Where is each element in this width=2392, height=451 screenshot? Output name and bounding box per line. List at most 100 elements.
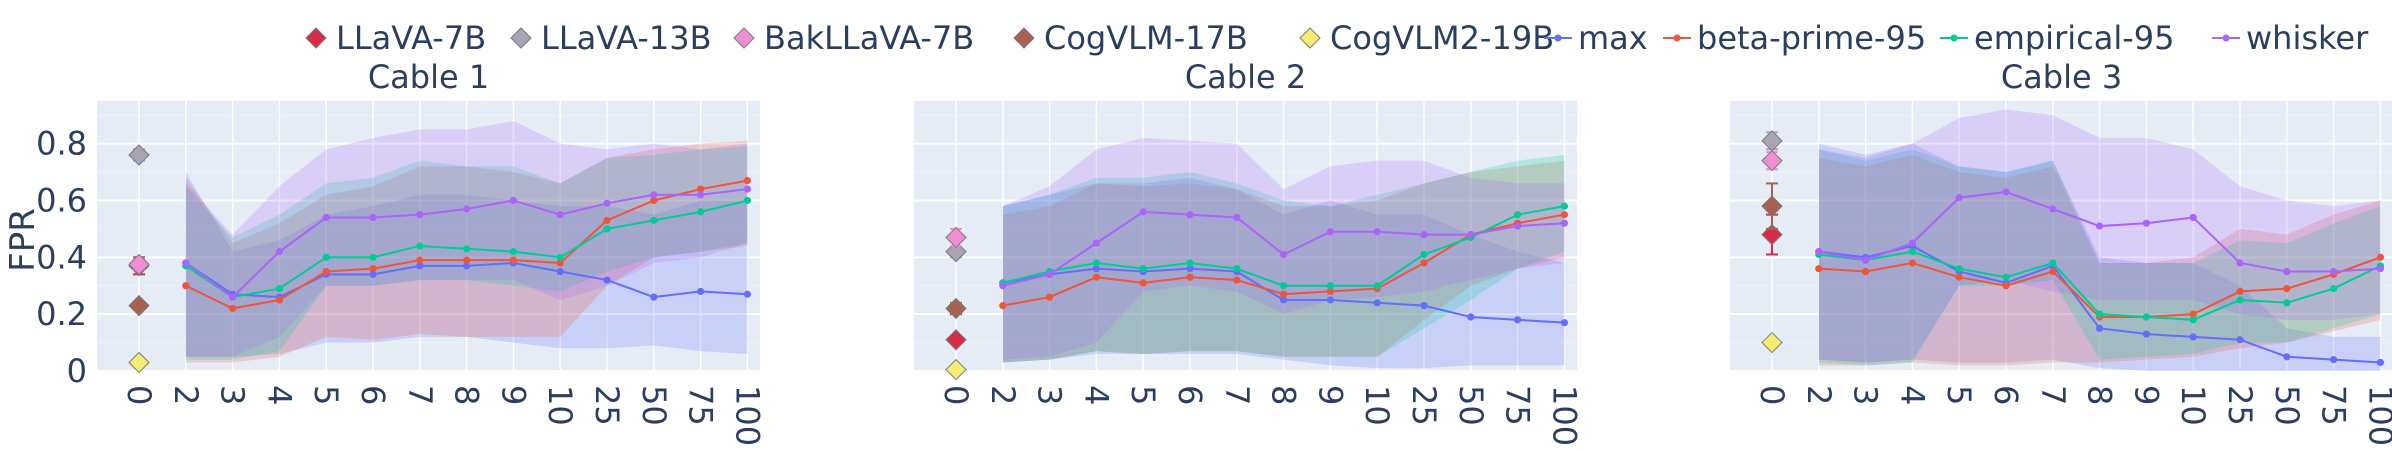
x-tick-label: 2 — [984, 385, 1022, 405]
x-tick-label: 6 — [1987, 385, 2025, 405]
x-tick-label: 4 — [1077, 385, 1115, 405]
point-empirical-95 — [1233, 265, 1241, 273]
point-beta-prime-95 — [1420, 259, 1428, 267]
x-tick-label: 10 — [541, 385, 579, 426]
point-max — [1326, 296, 1334, 304]
y-tick-label: 0.4 — [36, 238, 87, 276]
x-tick-label: 50 — [635, 385, 673, 426]
point-max — [697, 287, 705, 296]
point-empirical-95 — [2189, 316, 2197, 324]
x-tick-label: 4 — [260, 385, 298, 405]
panel-title: Cable 1 — [368, 58, 489, 96]
legend-label: LLaVA-13B — [541, 19, 712, 57]
x-tick-label: 7 — [401, 385, 439, 405]
point-empirical-95 — [556, 253, 564, 261]
x-tick-label: 100 — [1545, 385, 1583, 446]
legend-label: max — [1578, 19, 1648, 57]
point-beta-prime-95 — [2189, 310, 2197, 318]
legend-dot-icon — [1554, 34, 1562, 42]
x-tick-label: 50 — [1452, 385, 1490, 426]
point-whisker — [1815, 248, 1823, 256]
legend-item-bakllava-7b[interactable]: BakLLaVA-7B — [733, 19, 974, 57]
point-empirical-95 — [2236, 296, 2244, 304]
point-beta-prime-95 — [463, 256, 471, 264]
panel-cable-2: Cable 2 0 2 3 4 5 6 7 8 9 10 25 50 75 100 — [914, 58, 1583, 446]
point-max — [1280, 296, 1288, 304]
point-whisker — [322, 213, 330, 222]
x-tick-label: 0 — [1753, 385, 1791, 405]
legend-item-llava-7b[interactable]: LLaVA-7B — [305, 19, 486, 57]
point-whisker — [743, 185, 752, 193]
point-empirical-95 — [463, 245, 471, 253]
point-beta-prime-95 — [2283, 284, 2291, 293]
point-whisker — [556, 211, 564, 219]
plot-background — [1730, 101, 2392, 371]
y-tick-label: 0.2 — [36, 295, 87, 333]
band-max — [1002, 177, 1565, 369]
legend-item-whisker[interactable]: whisker — [2212, 19, 2369, 57]
legend-label: CogVLM-17B — [1044, 19, 1248, 57]
point-max — [2189, 333, 2197, 341]
x-tick-label: 75 — [1499, 385, 1537, 426]
point-beta-prime-95 — [1233, 276, 1241, 284]
point-whisker — [999, 282, 1007, 290]
panels: Cable 100.20.40.60.80 2 3 4 5 6 7 8 9 10 25 50 75 100… — [36, 58, 2392, 446]
point-whisker — [1467, 230, 1475, 239]
point-empirical-95 — [1560, 202, 1568, 210]
x-tick-label: 25 — [1405, 385, 1443, 426]
point-empirical-95 — [1326, 282, 1334, 290]
model-point-bakllava-7b — [1761, 149, 1783, 172]
plot-background — [914, 101, 1577, 371]
x-tick-label: 25 — [2221, 385, 2259, 426]
point-beta-prime-95 — [999, 302, 1007, 310]
x-tick-label: 8 — [2081, 385, 2119, 405]
model-point-bakllava-7b — [945, 226, 967, 249]
legend-item-max[interactable]: max — [1544, 19, 1648, 57]
legend-label: CogVLM2-19B — [1330, 19, 1554, 57]
point-max — [2283, 353, 2291, 361]
model-point-cogvlm2-19b — [1761, 331, 1783, 354]
point-max — [1467, 313, 1475, 321]
legend-item-llava-13b[interactable]: LLaVA-13B — [510, 19, 712, 57]
point-whisker — [2236, 259, 2244, 267]
point-max — [1560, 319, 1568, 327]
x-tick-label: 0 — [937, 385, 975, 405]
point-empirical-95 — [2283, 299, 2291, 307]
point-whisker — [1233, 213, 1241, 222]
model-point-llava-7b — [945, 329, 967, 351]
band-whisker — [185, 120, 748, 357]
model-point-cogvlm2-19b — [945, 358, 967, 381]
point-beta-prime-95 — [2376, 253, 2384, 261]
panel-title: Cable 2 — [1185, 58, 1306, 96]
point-empirical-95 — [1092, 259, 1100, 267]
panel-title: Cable 3 — [2001, 58, 2122, 96]
point-empirical-95 — [2049, 259, 2057, 267]
x-tick-label: 5 — [1124, 385, 1162, 405]
legend-item-empirical-95[interactable]: empirical-95 — [1940, 19, 2174, 57]
legend-item-cogvlm2-19b[interactable]: CogVLM2-19B — [1299, 19, 1554, 57]
point-whisker — [1373, 228, 1381, 236]
point-beta-prime-95 — [182, 282, 190, 290]
x-tick-label: 8 — [1265, 385, 1303, 405]
point-beta-prime-95 — [1186, 273, 1194, 281]
point-beta-prime-95 — [229, 304, 237, 313]
point-whisker — [1046, 270, 1054, 278]
point-whisker — [2096, 222, 2104, 230]
legend-item-cogvlm-17b[interactable]: CogVLM-17B — [1013, 19, 1248, 57]
point-beta-prime-95 — [1092, 273, 1100, 281]
point-empirical-95 — [603, 225, 611, 233]
point-empirical-95 — [650, 216, 658, 224]
point-empirical-95 — [1186, 259, 1194, 267]
point-whisker — [2330, 267, 2338, 276]
point-beta-prime-95 — [603, 216, 611, 224]
legend-item-beta-prime-95[interactable]: beta-prime-95 — [1663, 19, 1926, 57]
legend-label: LLaVA-7B — [336, 19, 486, 57]
x-tick-label: 7 — [1218, 385, 1256, 405]
x-tick-label: 0 — [120, 385, 158, 405]
point-empirical-95 — [1420, 250, 1428, 259]
x-tick-label: 25 — [588, 385, 626, 426]
point-whisker — [1139, 208, 1147, 216]
legend-diamond-icon — [1299, 27, 1321, 49]
point-max — [416, 262, 424, 270]
